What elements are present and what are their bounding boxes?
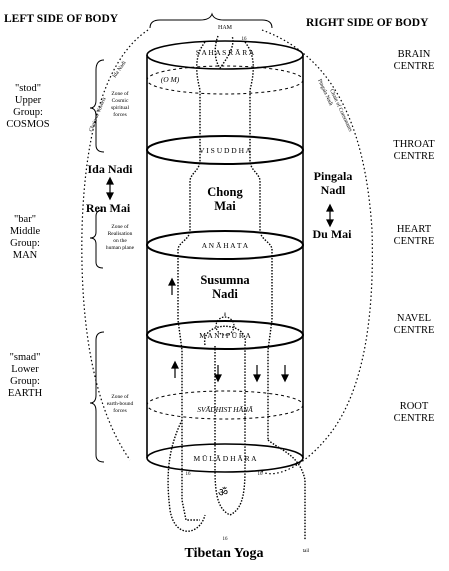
right-side-heading: RIGHT SIDE OF BODY [306,17,429,29]
central-inner-channel [214,35,234,70]
root-centre-l2: CENTRE [394,413,435,424]
zone-notes: Zone of Cosmic spiritual forces Zone of … [106,90,135,414]
navel-centre-l2: CENTRE [394,325,435,336]
right-inner-channel [244,41,273,440]
zone-cosmic-l2: Cosmic [112,98,129,104]
navel-bead-circle [215,316,235,336]
num-top: 16 [242,37,248,42]
upper-group-l2: Upper [15,95,42,106]
pingala-label-l2: Nadl [321,183,346,197]
susumna-l1: Susumna [200,273,250,287]
tail-label: tail [303,549,310,554]
middle-group-l3: Group: [10,238,40,249]
zone-cosmic-l1: Zone of [111,90,128,97]
middle-group-l2: Middle [10,226,41,237]
brain-centre-l2: CENTRE [394,61,435,72]
manipura-ring [146,320,304,350]
pingala-label-l1: Pingala [314,169,353,183]
sahasrara-label: S A H A S R Ā R A [196,48,255,57]
channel-labels: Ida Nadi Ren Mai Pingala Nadl Du Mai Cho… [86,162,353,301]
svadhisthana-ring [146,390,304,420]
throat-centre-l2: CENTRE [394,151,435,162]
zone-realisation-l3: on the [113,238,127,244]
anahata-ring [146,230,304,260]
ren-mai-label: Ren Mai [86,201,131,215]
zone-realisation-l4: human plane [106,245,135,251]
bracket-realisation [89,209,104,269]
ham-label: HAM [218,25,233,31]
upper-group-l4: COSMOS [6,119,49,130]
chong-mai-l2: Mai [214,199,236,213]
small-numbers: 16 8 16 16 16 [186,37,264,542]
middle-group-l4: MAN [13,250,38,261]
chong-mai-l1: Chong [207,185,243,199]
arrows [106,176,334,383]
sahasrara-ring [146,40,304,70]
tail-channel [267,439,306,540]
zone-earth-l3: forces [113,407,126,414]
vishuddha-ring [146,135,304,165]
muladhara-label: M Ū L Ā D H Ā R A [193,454,257,463]
figure-caption: Tibetan Yoga [185,546,264,561]
root-centre-l1: ROOT [400,401,429,412]
brain-centre-l1: BRAIN [398,49,431,60]
zone-realisation-l1: Zone of [111,223,128,230]
num-bottom-left: 16 [186,472,192,477]
zone-realisation-l2: Realisation [108,231,133,237]
top-brace [149,12,273,29]
vishuddha-label: V I S U D D H A [199,146,251,155]
du-mai-label: Du Mai [313,227,353,241]
zone-cosmic-l4: forces [113,111,126,118]
lower-group-l1: "smad" [10,352,41,363]
zone-cosmic-l3: spiritual [111,105,129,111]
group-labels: "stod" Upper Group: COSMOS "bar" Middle … [6,83,49,399]
upper-group-l1: "stod" [15,83,41,94]
chakra-labels: S A H A S R Ā R A (O M) V I S U D D H A … [161,25,257,499]
anahata-label: A N Ā H A T A [202,241,249,250]
ida-nadi-label: Ida Nadi [87,162,133,176]
lower-group-l2: Lower [11,364,39,375]
left-side-heading: LEFT SIDE OF BODY [4,13,119,25]
svadhisthana-label: SVĀDHIST HĀNĀ [197,405,253,414]
susumna-l2: Nadi [212,287,238,301]
lower-group-l3: Group: [10,376,40,387]
bracket-earth [89,331,105,463]
navel-loop [204,325,246,516]
num-bottom-mid: 16 [223,537,229,542]
middle-group-l1: "bar" [14,214,36,225]
right-dotted-arc [259,29,373,475]
throat-centre-l1: THROAT [393,139,435,150]
right-arc-label-2: Chain of Consonants [328,88,354,133]
centre-labels: BRAIN CENTRE THROAT CENTRE HEART CENTRE … [393,49,435,424]
left-arc-label: Chain of Vowels [87,96,107,132]
central-cylinder [146,40,304,473]
zone-earth-l2: earth-bound [107,401,134,407]
num-bottom-right: 16 [258,472,264,477]
navel-centre-l1: NAVEL [397,313,431,324]
muladhara-ring [146,443,304,473]
bracket-cosmic [89,59,105,153]
manipura-label: M A N I P Ū R A [199,331,251,340]
heart-centre-l2: CENTRE [394,236,435,247]
om-label: (O M) [161,75,180,84]
om-ring [146,65,304,95]
left-inner-channel [177,41,206,521]
inner-channels [167,35,306,540]
num-navel: 8 [224,313,227,318]
heart-centre-l1: HEART [397,224,432,235]
zone-earth-l1: Zone of [111,393,128,400]
upper-group-l3: Group: [13,107,43,118]
bija-lower-label: ॐ [218,486,228,499]
lower-group-l4: EARTH [8,388,43,399]
